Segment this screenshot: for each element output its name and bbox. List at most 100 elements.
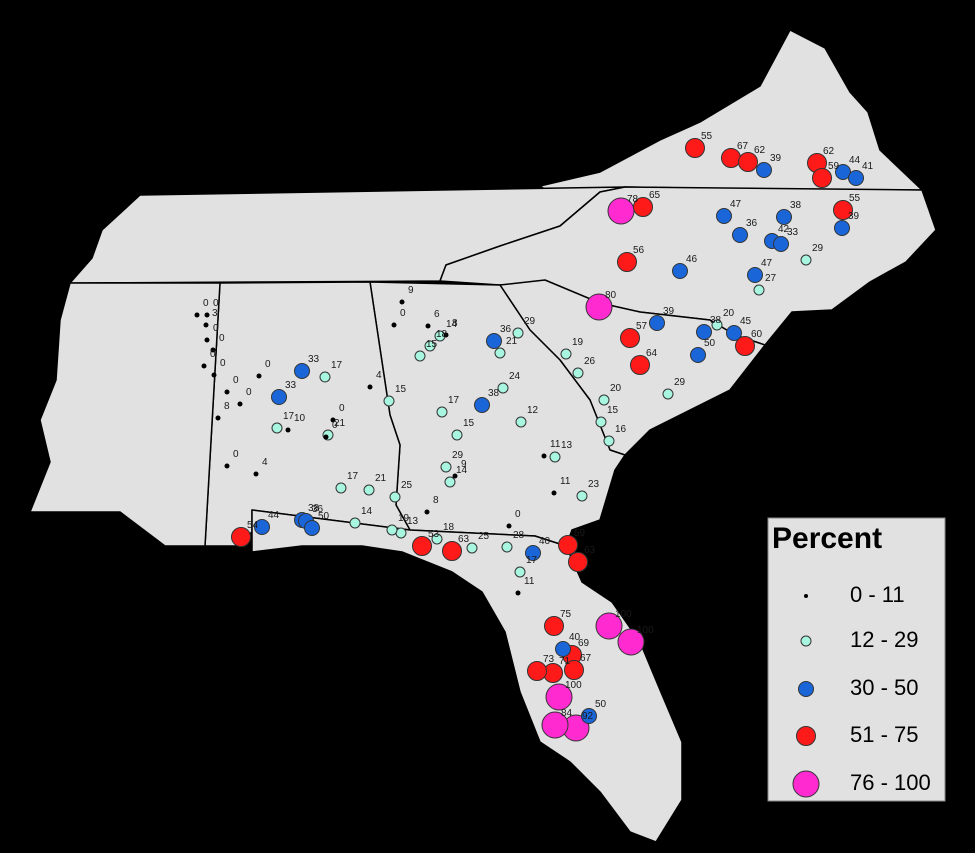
site-label: 0: [339, 403, 345, 414]
site-marker: [201, 363, 207, 369]
site-label: 80: [605, 290, 617, 301]
site-label: 64: [646, 348, 658, 359]
legend-swatch: [804, 594, 808, 598]
site-marker: [716, 208, 732, 224]
legend-title: Percent: [772, 522, 882, 555]
site-marker: [833, 200, 853, 220]
site-marker: [572, 367, 584, 379]
site-label: 75: [560, 609, 572, 620]
site-label: 16: [615, 424, 627, 435]
site-label: 17: [347, 471, 359, 482]
site-label: 3: [212, 308, 218, 319]
site-label: 42: [778, 224, 790, 235]
site-label: 11: [560, 476, 571, 487]
site-marker: [848, 170, 864, 186]
site-marker: [726, 325, 742, 341]
mississippi: [29, 282, 221, 547]
site-label: 26: [584, 356, 596, 367]
site-marker: [711, 319, 723, 331]
site-label: 0: [246, 387, 252, 398]
site-marker: [672, 263, 688, 279]
site-label: 84: [561, 708, 573, 719]
site-label: 28: [513, 530, 525, 541]
site-marker: [560, 348, 572, 360]
site-label: 24: [509, 371, 521, 382]
site-label: 0: [515, 509, 521, 520]
site-label: 57: [636, 321, 648, 332]
legend-swatch: [800, 635, 812, 647]
site-marker: [451, 429, 463, 441]
site-marker: [389, 491, 401, 503]
site-marker: [738, 152, 758, 172]
site-marker: [747, 267, 763, 283]
site-marker: [271, 422, 283, 434]
site-marker: [210, 347, 216, 353]
site-label: 15: [463, 418, 475, 429]
site-marker: [776, 209, 792, 225]
site-marker: [617, 252, 637, 272]
site-marker: [271, 389, 287, 405]
site-label: 25: [478, 531, 490, 542]
site-marker: [294, 363, 310, 379]
site-marker: [595, 416, 607, 428]
site-marker: [568, 552, 588, 572]
site-marker: [576, 490, 588, 502]
site-label: 29: [524, 316, 536, 327]
legend: Percent 0 - 11 12 - 29 30 - 50 51 - 75 76 - …: [767, 517, 946, 802]
site-label: 46: [686, 254, 698, 265]
site-label: 10: [294, 413, 306, 424]
site-marker: [506, 523, 512, 529]
site-label: 38: [308, 503, 320, 514]
site-label: 55: [701, 131, 713, 142]
site-marker: [424, 340, 436, 352]
site-marker: [224, 389, 230, 395]
site-label: 0: [233, 375, 239, 386]
site-marker: [335, 482, 347, 494]
site-label: 40: [539, 536, 551, 547]
legend-swatch: [792, 770, 820, 798]
site-marker: [515, 590, 521, 596]
site-label: 21: [334, 418, 346, 429]
site-label: 29: [452, 450, 464, 461]
legend-label: 76 - 100: [850, 770, 931, 795]
site-marker: [685, 138, 705, 158]
site-marker: [515, 416, 527, 428]
legend-label: 30 - 50: [850, 675, 919, 700]
site-marker: [399, 299, 405, 305]
site-marker: [649, 315, 665, 331]
legend-label: 0 - 11: [850, 582, 905, 607]
site-label: 39: [663, 306, 675, 317]
site-label: 100: [565, 680, 582, 691]
site-label: 15: [395, 384, 407, 395]
site-marker: [386, 524, 398, 536]
site-label: 65: [649, 190, 661, 201]
site-label: 38: [790, 200, 802, 211]
site-label: 17: [331, 360, 343, 371]
site-label: 6: [434, 309, 440, 320]
site-marker: [204, 337, 210, 343]
site-marker: [237, 401, 243, 407]
site-label: 0: [210, 349, 216, 360]
site-marker: [204, 312, 210, 318]
site-marker: [595, 612, 623, 640]
site-marker: [254, 519, 270, 535]
site-marker: [512, 327, 524, 339]
site-label: 50: [318, 511, 330, 522]
site-marker: [431, 533, 443, 545]
site-marker: [753, 284, 765, 296]
site-label: 50: [595, 699, 607, 710]
site-marker: [494, 347, 506, 359]
site-label: 39: [770, 153, 782, 164]
site-label: 56: [633, 245, 645, 256]
site-label: 21: [375, 473, 387, 484]
site-marker: [194, 312, 200, 318]
site-label: 44: [268, 510, 280, 521]
site-label: 19: [572, 337, 584, 348]
site-marker: [231, 527, 251, 547]
site-marker: [603, 435, 615, 447]
site-marker: [620, 328, 640, 348]
site-label: 8: [452, 318, 458, 329]
site-label: 59: [574, 528, 586, 539]
